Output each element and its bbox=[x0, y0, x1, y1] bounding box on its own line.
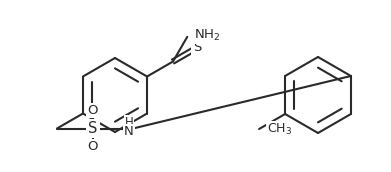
Text: NH$_2$: NH$_2$ bbox=[194, 28, 221, 43]
Text: CH$_3$: CH$_3$ bbox=[267, 121, 292, 137]
Text: O: O bbox=[88, 140, 98, 153]
Text: S: S bbox=[193, 41, 201, 54]
Text: N: N bbox=[124, 125, 134, 138]
Text: H: H bbox=[125, 116, 133, 129]
Text: S: S bbox=[88, 121, 98, 136]
Text: O: O bbox=[88, 104, 98, 117]
